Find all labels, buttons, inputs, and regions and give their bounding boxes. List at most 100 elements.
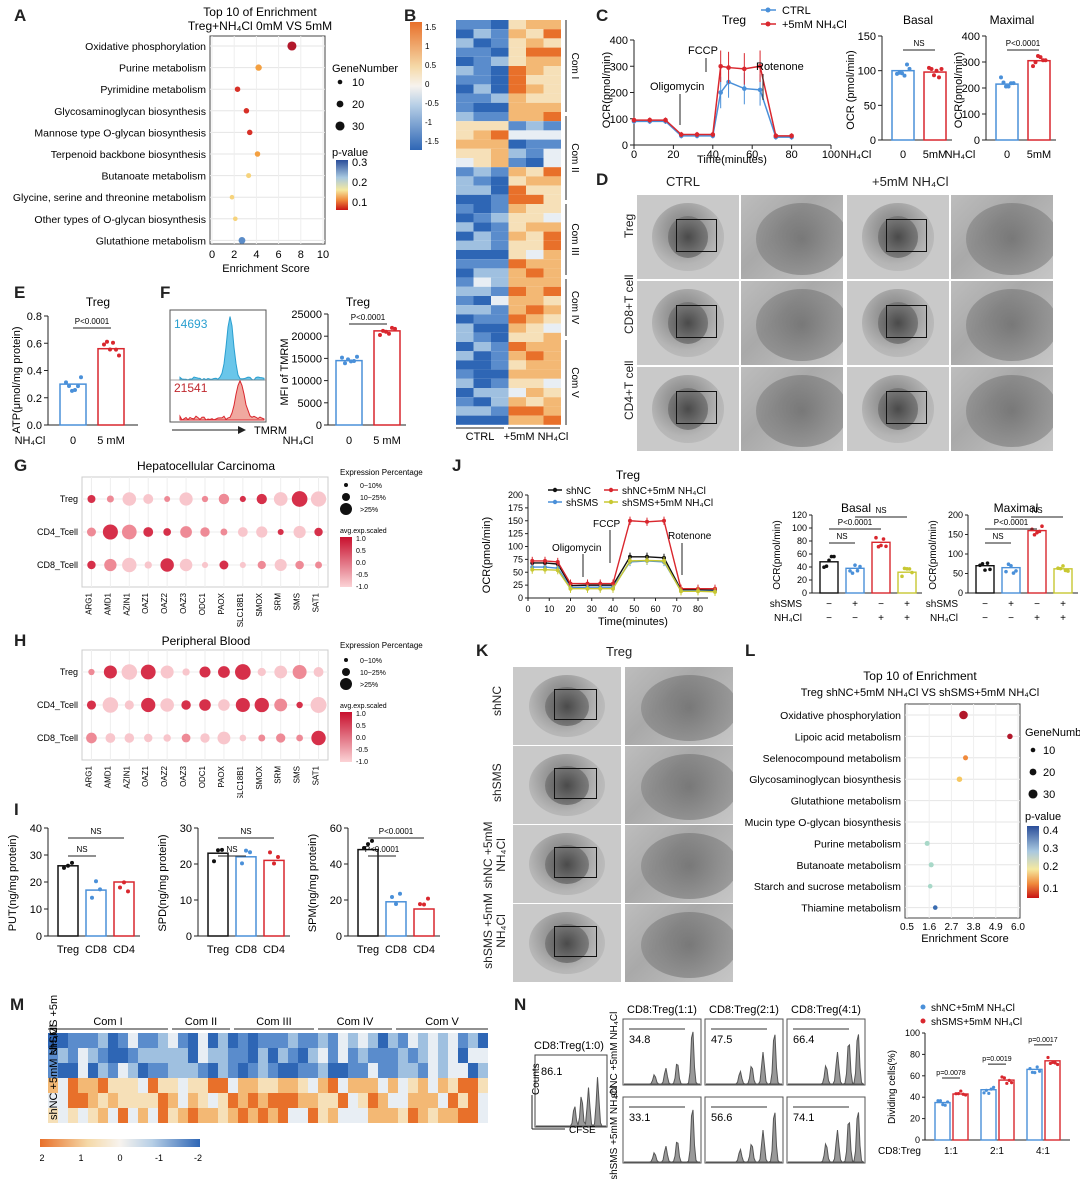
panel-m-cell xyxy=(268,1108,278,1123)
panel-c-maximal-ytick: 200 xyxy=(962,83,980,95)
panel-n-legend-dot xyxy=(920,1004,926,1010)
panel-k-row-shsms: shSMS xyxy=(490,763,504,802)
panel-m-cell xyxy=(228,1093,238,1108)
panel-a-legend-gene-label: 10 xyxy=(352,77,364,89)
panel-b-cell xyxy=(543,47,561,57)
panel-m-cell xyxy=(338,1048,348,1063)
panel-n-row-label: shSMS +5mM NH₄Cl xyxy=(609,1086,620,1179)
panel-b-cell xyxy=(491,360,509,370)
panel-m-cell xyxy=(88,1048,98,1063)
panel-a-term: Glutathione metabolism xyxy=(96,235,207,247)
panel-n-col-title: CD8:Treg(1:1) xyxy=(627,1004,697,1016)
panel-i-stat: NS xyxy=(226,845,237,854)
panel-h-gene: OAZ1 xyxy=(141,765,150,786)
panel-l-legend-gene-dot xyxy=(1029,768,1037,776)
panel-b-cell xyxy=(491,296,509,306)
panel-f-ylabel: MFI of TMRM xyxy=(279,338,291,405)
panel-b-cell xyxy=(526,351,544,361)
panel-f-group: 5 mM xyxy=(373,435,401,447)
panel-label-d: D xyxy=(596,170,609,189)
panel-h-gene: ARG1 xyxy=(84,765,93,787)
panel-m-cell xyxy=(338,1093,348,1108)
panel-m-cell xyxy=(388,1093,398,1108)
panel-c-maximal-ytick: 300 xyxy=(962,57,980,69)
panel-n-point xyxy=(936,1099,940,1103)
panel-b-cell xyxy=(491,240,509,250)
panel-n-point xyxy=(956,1092,960,1096)
panel-b-cell xyxy=(526,378,544,388)
panel-i-point xyxy=(394,902,398,907)
panel-h-dot xyxy=(105,733,116,743)
panel-b-cell xyxy=(508,130,526,140)
panel-b-cell xyxy=(473,240,491,250)
panel-g-dot xyxy=(273,492,288,506)
panel-b-cell xyxy=(543,29,561,39)
panel-j-xtick: 40 xyxy=(608,604,618,614)
panel-m-cell xyxy=(188,1093,198,1108)
panel-b-cell xyxy=(473,38,491,48)
panel-b-cell xyxy=(543,222,561,232)
panel-b-cell xyxy=(543,397,561,407)
panel-j-point xyxy=(679,589,683,594)
panel-k-micrograph-inset-box xyxy=(554,925,598,958)
panel-b-cell xyxy=(543,204,561,214)
panel-m-cell xyxy=(408,1033,418,1048)
panel-m-cell xyxy=(58,1078,68,1093)
panel-m-cell xyxy=(478,1048,488,1063)
panel-m-cell xyxy=(128,1078,138,1093)
panel-e-group: 0 xyxy=(70,435,76,447)
panel-j-maximal-point xyxy=(1058,566,1063,571)
panel-i-point xyxy=(118,885,122,890)
panel-d-col-ctrl: CTRL xyxy=(666,174,700,189)
panel-j-maximal-point xyxy=(1004,569,1008,574)
panel-m-cell xyxy=(248,1063,258,1078)
panel-i-stat: NS xyxy=(240,827,251,836)
panel-m-cell xyxy=(338,1078,348,1093)
panel-n-point xyxy=(989,1087,993,1091)
panel-m-cell xyxy=(448,1033,458,1048)
panel-g-gene: ODC1 xyxy=(198,592,207,615)
panel-h-dot xyxy=(239,734,247,742)
panel-h-dot xyxy=(144,733,153,743)
panel-b-cell xyxy=(543,158,561,168)
panel-b-cell xyxy=(473,296,491,306)
panel-h-dotplot: Peripheral Blood ARG1 AMD1 AZIN1 OAZ1 OAZ2 OA… xyxy=(37,634,423,800)
panel-c-legend-ctrl: CTRL xyxy=(782,5,811,17)
panel-j-basal-title: Basal xyxy=(841,501,871,515)
panel-n-bar-ytick: 40 xyxy=(910,1092,920,1102)
panel-g-dot xyxy=(179,558,193,572)
panel-j-basal-point xyxy=(874,535,878,540)
panel-j-basal-point xyxy=(824,564,829,569)
panel-f-tmrm: 14693 21541 TMRM Treg MFI of TMRM 0 5000 1… xyxy=(169,295,406,447)
panel-e-point xyxy=(114,347,118,352)
panel-g-title: Hepatocellular Carcinoma xyxy=(137,459,275,473)
panel-n-hist-frame xyxy=(704,1018,784,1086)
panel-c-maximal-ytick: 400 xyxy=(962,31,980,43)
panel-label-k: K xyxy=(476,641,489,660)
panel-m-cell xyxy=(248,1048,258,1063)
panel-g-row: CD8_Tcell xyxy=(37,560,78,570)
panel-c-ctrl-point xyxy=(757,87,763,93)
panel-i: PUT(ng/mg protein) 0 10 20 30 40 Treg CD8 CD4 NS N… xyxy=(0,798,450,973)
panel-m-cell xyxy=(368,1108,378,1123)
panel-l-frame xyxy=(904,703,1021,919)
panel-g-dot xyxy=(144,561,152,569)
panel-i-group: Treg xyxy=(207,944,229,956)
panel-b-cluster-label: Com V xyxy=(569,367,580,398)
panel-b-cell xyxy=(456,369,474,379)
panel-h-dot xyxy=(311,730,326,746)
panel-b-scale-tick: 0.5 xyxy=(425,61,437,70)
panel-b-xlabel-ctrl: CTRL xyxy=(466,431,495,443)
panel-k-row-shsms-nh4cl: shSMS +5mM NH₄Cl xyxy=(481,893,508,969)
panel-j-xtick: 50 xyxy=(629,604,639,614)
panel-b-cell xyxy=(508,277,526,287)
panel-label-b: B xyxy=(404,6,417,25)
panel-c-ytick: 0 xyxy=(622,140,628,152)
panel-m-cell xyxy=(198,1078,208,1093)
panel-b-cell xyxy=(473,388,491,398)
panel-m-cell xyxy=(228,1108,238,1123)
panel-c: Treg CTRL +5mM NH₄Cl OCR(pmol/min) 0 100 2… xyxy=(596,0,1080,168)
panel-j-maximal-bar xyxy=(1001,566,1021,594)
panel-b-scale-tick: -1.5 xyxy=(425,137,439,146)
panel-d-micrograph-zoom xyxy=(950,366,1054,452)
